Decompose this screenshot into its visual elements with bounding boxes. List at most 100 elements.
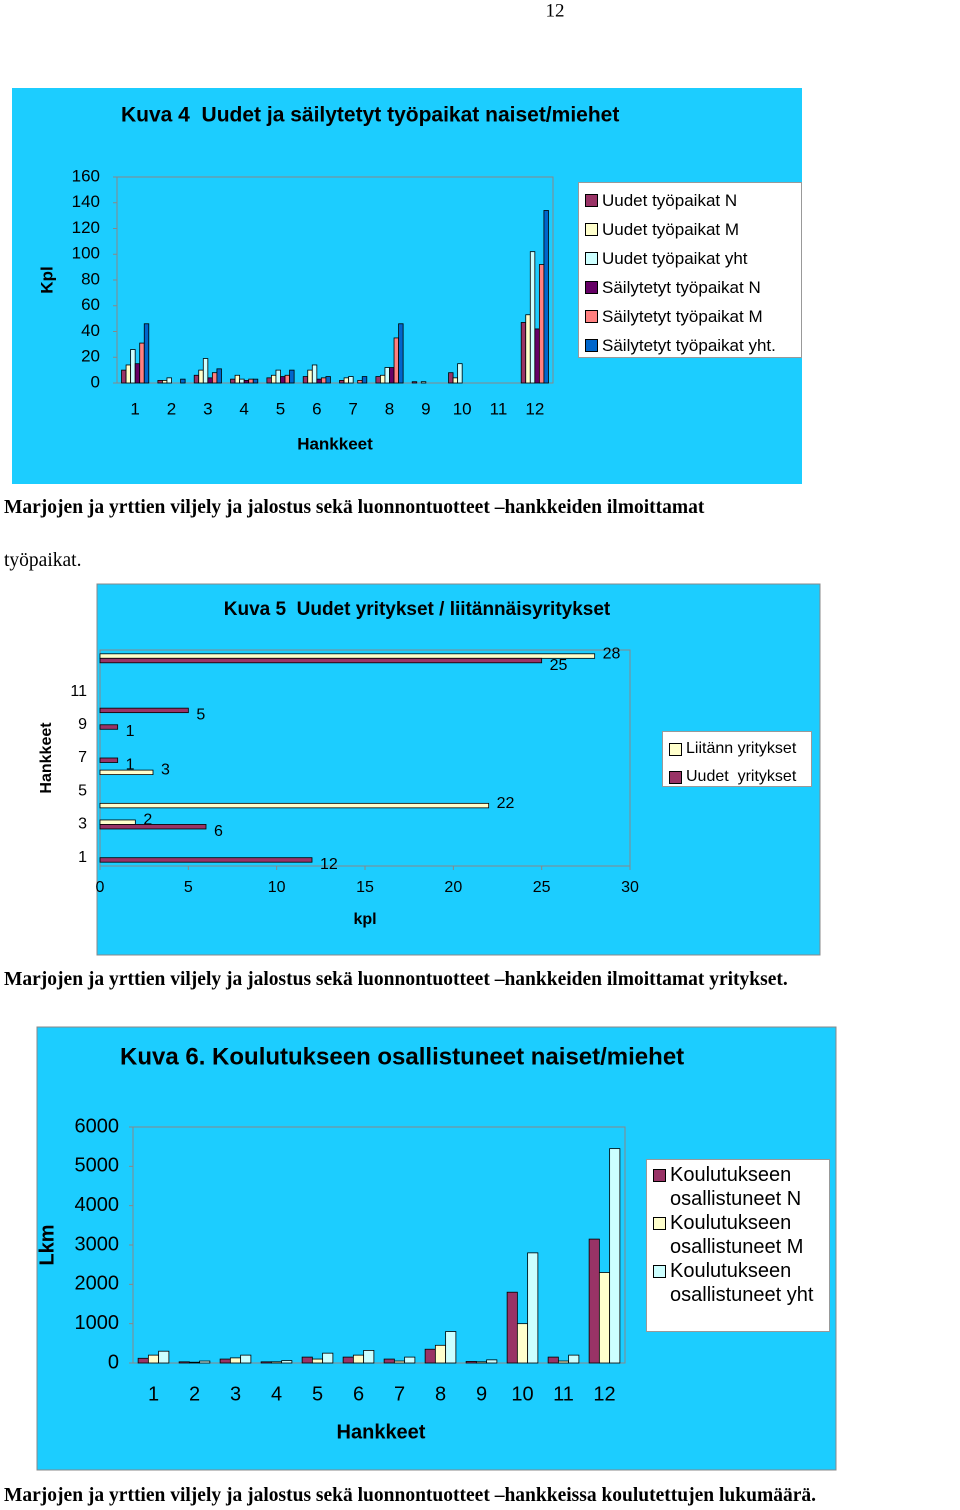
page-number: 12: [546, 0, 565, 21]
x-tick-label: 6: [353, 1383, 364, 1405]
bar: [157, 380, 163, 384]
legend-item: Koulutukseen osallistuneet M: [651, 1211, 825, 1259]
bar: [240, 1354, 252, 1364]
y-tick-label: 9: [78, 716, 87, 733]
legend-label: Koulutukseen osallistuneet M: [670, 1212, 804, 1258]
bar: [302, 376, 309, 384]
bar: [320, 377, 327, 384]
y-tick-label: 20: [81, 347, 100, 366]
data-label: 28: [603, 645, 621, 662]
data-label: 22: [497, 795, 515, 812]
bar: [178, 1361, 190, 1364]
bar: [445, 1331, 457, 1364]
bar: [266, 377, 272, 384]
y-tick-label: 1: [78, 849, 87, 866]
bar: [352, 1354, 365, 1364]
legend-label: Uudet työpaikat yht: [602, 249, 748, 268]
legend-item: Säilytetyt työpaikat N: [583, 273, 797, 302]
bar: [516, 1323, 529, 1364]
y-tick-label: 80: [81, 269, 100, 288]
y-tick-label: 2000: [75, 1273, 120, 1295]
bar: [301, 1356, 313, 1364]
bar: [180, 378, 186, 384]
y-tick-label: 3: [78, 816, 87, 833]
data-label: 1: [126, 756, 135, 773]
x-tick-label: 20: [444, 879, 462, 896]
bar: [457, 363, 463, 384]
bar: [270, 1361, 283, 1364]
bar: [543, 210, 549, 384]
bar: [527, 1252, 539, 1364]
legend-item: Uudet työpaikat M: [583, 215, 797, 244]
x-tick-label: 4: [239, 399, 248, 418]
bar: [216, 368, 222, 384]
legend-label: Liitänn yritykset: [686, 740, 797, 757]
bar: [538, 264, 545, 384]
bar: [568, 1354, 580, 1364]
legend-label: Säilytetyt työpaikat N: [602, 278, 761, 297]
x-tick-label: 10: [268, 879, 286, 896]
y-tick-label: 1000: [75, 1312, 120, 1334]
bar: [284, 374, 290, 384]
bar: [229, 1357, 242, 1364]
bar: [398, 323, 404, 384]
y-axis-title: Kpl: [37, 266, 56, 293]
bar: [389, 367, 395, 384]
legend-item: Säilytetyt työpaikat yht.: [583, 331, 797, 360]
bar: [99, 757, 119, 763]
x-tick-label: 2: [167, 399, 176, 418]
legend-swatch: [653, 1264, 666, 1278]
bar: [121, 369, 127, 384]
bar: [393, 1360, 406, 1364]
bar: [363, 1350, 375, 1364]
y-tick-label: 5: [78, 782, 87, 799]
bar: [188, 1361, 201, 1364]
legend-label: Uudet työpaikat N: [602, 191, 738, 210]
bar: [411, 381, 418, 384]
bar: [307, 369, 313, 384]
legend-swatch: [585, 252, 598, 265]
y-axis-title: Hankkeet: [38, 722, 55, 794]
legend-item: Uudet yritykset: [667, 763, 807, 791]
bar: [342, 1356, 354, 1364]
x-tick-label: 1: [130, 399, 139, 418]
legend-swatch: [585, 223, 598, 236]
bar: [506, 1291, 518, 1364]
x-tick-label: 8: [435, 1383, 446, 1405]
legend-swatch: [585, 310, 598, 323]
bar: [243, 380, 250, 384]
x-tick-label: 15: [356, 879, 374, 896]
x-tick-label: 9: [421, 399, 430, 418]
legend: Koulutukseen osallistuneet N Koulutukseen…: [646, 1159, 830, 1332]
x-axis-title: kpl: [353, 911, 376, 928]
bar: [557, 1360, 570, 1364]
y-tick-label: 5000: [75, 1155, 120, 1177]
bar: [311, 364, 318, 384]
bar: [271, 374, 277, 384]
bar: [325, 376, 331, 384]
bar: [260, 1361, 272, 1364]
caption: Marjojen ja yrttien viljely ja jalostus …: [4, 1485, 816, 1506]
x-tick-label: 11: [553, 1383, 574, 1405]
y-tick-label: 120: [72, 218, 100, 237]
bar: [393, 337, 399, 384]
bar: [289, 369, 295, 384]
y-tick-label: 4000: [75, 1194, 120, 1216]
legend-label: Uudet työpaikat M: [602, 220, 740, 239]
chart-title: Kuva 6. Koulutukseen osallistuneet naise…: [120, 1043, 684, 1070]
legend-label: Koulutukseen osallistuneet yht: [670, 1260, 814, 1306]
bar: [158, 1350, 170, 1364]
x-axis-title: Hankkeet: [337, 1421, 426, 1443]
bar: [529, 251, 536, 384]
data-label: 6: [214, 823, 223, 840]
bar: [239, 378, 245, 384]
bar: [448, 372, 454, 384]
x-tick-label: 0: [96, 879, 105, 896]
caption: Marjojen ja yrttien viljely ja jalostus …: [4, 497, 705, 518]
x-tick-label: 30: [621, 879, 639, 896]
bar: [486, 1359, 498, 1364]
bar: [137, 1357, 149, 1364]
data-label: 12: [320, 856, 338, 873]
x-tick-label: 3: [203, 399, 212, 418]
legend-swatch: [669, 742, 682, 756]
